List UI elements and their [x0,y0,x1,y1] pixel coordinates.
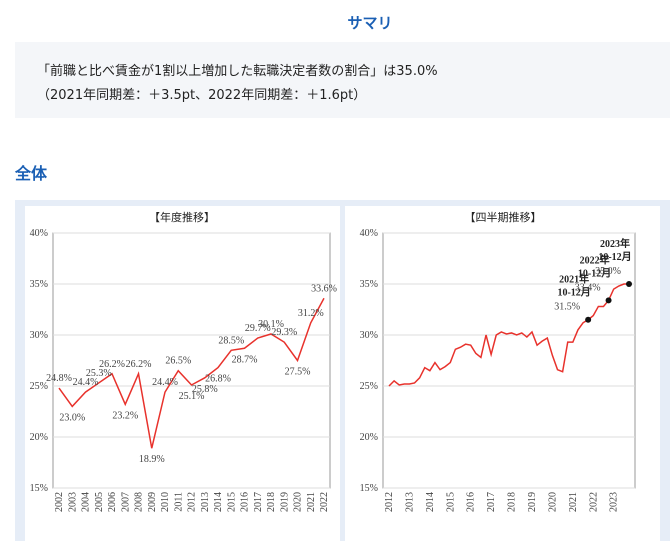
point [626,281,632,287]
y-tick-label: 30% [30,330,48,341]
x-tick-label: 2022 [588,492,599,512]
x-tick-label: 2017 [486,492,497,512]
x-tick-label: 2011 [173,492,184,512]
x-tick-label: 2010 [160,492,171,512]
point [605,297,612,304]
summary-line: （2021年同期差：＋3.5pt、2022年同期差：＋1.6pt） [37,88,367,103]
x-tick-label: 2008 [134,492,145,512]
point-label: 2022年 [580,253,610,266]
y-tick-label: 25% [360,381,378,392]
series-line [388,283,629,387]
value-label: 25.1% [179,391,205,402]
y-tick-label: 40% [30,228,48,239]
x-tick-label: 2015 [445,492,456,512]
chart-card [25,206,340,541]
value-label: 26.2% [126,359,152,370]
y-tick-label: 35% [360,279,378,290]
value-label: 23.0% [59,412,85,423]
x-tick-label: 2013 [404,492,415,512]
x-tick-label: 2019 [527,492,538,512]
x-tick-label: 2018 [266,492,277,512]
x-tick-label: 2003 [67,492,78,512]
value-label: 29.7% [245,323,271,334]
value-label: 28.5% [218,335,244,346]
value-label: 28.7% [232,354,258,365]
point-label: 10-12月 [557,287,590,299]
x-tick-label: 2019 [279,492,290,512]
x-tick-label: 2006 [107,492,118,512]
y-tick-label: 35% [30,279,48,290]
x-tick-label: 2020 [547,492,558,512]
x-tick-label: 2005 [94,492,105,512]
x-tick-label: 2018 [507,492,518,512]
point-label: 10-12月 [598,251,631,263]
value-label: 24.4% [152,377,178,388]
x-tick-label: 2017 [253,492,264,512]
value-label: 25.3% [86,368,112,379]
chart-card [345,206,660,541]
plot-frame [52,232,331,489]
x-tick-label: 2012 [384,492,395,512]
x-tick-label: 2015 [226,492,237,512]
value-label: 31.5% [554,302,580,313]
x-tick-label: 2002 [54,492,65,512]
y-tick-label: 20% [30,432,48,443]
chart-title: 【年度推移】 [149,210,215,224]
chart-title: 【四半期推移】 [465,210,542,224]
x-tick-label: 2022 [319,492,330,512]
point-label: 10-12月 [578,267,611,279]
x-tick-label: 2013 [200,492,211,512]
y-tick-label: 15% [360,483,378,494]
x-tick-label: 2023 [609,492,620,512]
value-label: 35.0% [595,266,621,277]
summary-heading: サマリ [347,14,393,32]
point-label: 2023年 [600,237,630,250]
value-label: 27.5% [285,367,311,378]
value-label: 26.5% [165,356,191,367]
x-tick-label: 2016 [240,492,251,512]
value-label: 33.4% [575,282,601,293]
value-label: 30.1% [258,319,284,330]
value-label: 18.9% [139,454,165,465]
x-tick-label: 2020 [293,492,304,512]
x-tick-label: 2014 [425,492,436,512]
y-tick-label: 25% [30,381,48,392]
value-label: 31.2% [298,308,324,319]
y-tick-label: 30% [360,330,378,341]
value-label: 33.6% [311,283,337,294]
panel [15,200,670,541]
value-label: 25.8% [192,384,218,395]
x-tick-label: 2007 [120,492,131,512]
value-label: 26.2% [99,359,125,370]
y-tick-label: 40% [360,228,378,239]
series-line [58,297,325,449]
x-tick-label: 2021 [306,492,317,512]
point-label: 2021年 [559,273,589,286]
x-tick-label: 2021 [568,492,579,512]
x-tick-label: 2014 [213,492,224,512]
plot-frame [382,232,636,489]
value-label: 26.8% [205,374,231,385]
value-label: 29.3% [271,327,297,338]
summary-box: 「前職と比べ賃金が1割以上増加した転職決定者数の割合」は35.0% （2021年… [15,42,670,118]
y-tick-label: 15% [30,483,48,494]
summary-line: 「前職と比べ賃金が1割以上増加した転職決定者数の割合」は35.0% [37,64,438,79]
y-tick-label: 20% [360,432,378,443]
x-tick-label: 2016 [466,492,477,512]
section-heading: 全体 [15,164,48,183]
x-tick-label: 2009 [147,492,158,512]
x-tick-label: 2012 [187,492,198,512]
point [585,316,592,323]
value-label: 24.8% [46,373,72,384]
value-label: 23.2% [112,410,138,421]
value-label: 24.4% [73,377,99,388]
x-tick-label: 2004 [81,492,92,512]
